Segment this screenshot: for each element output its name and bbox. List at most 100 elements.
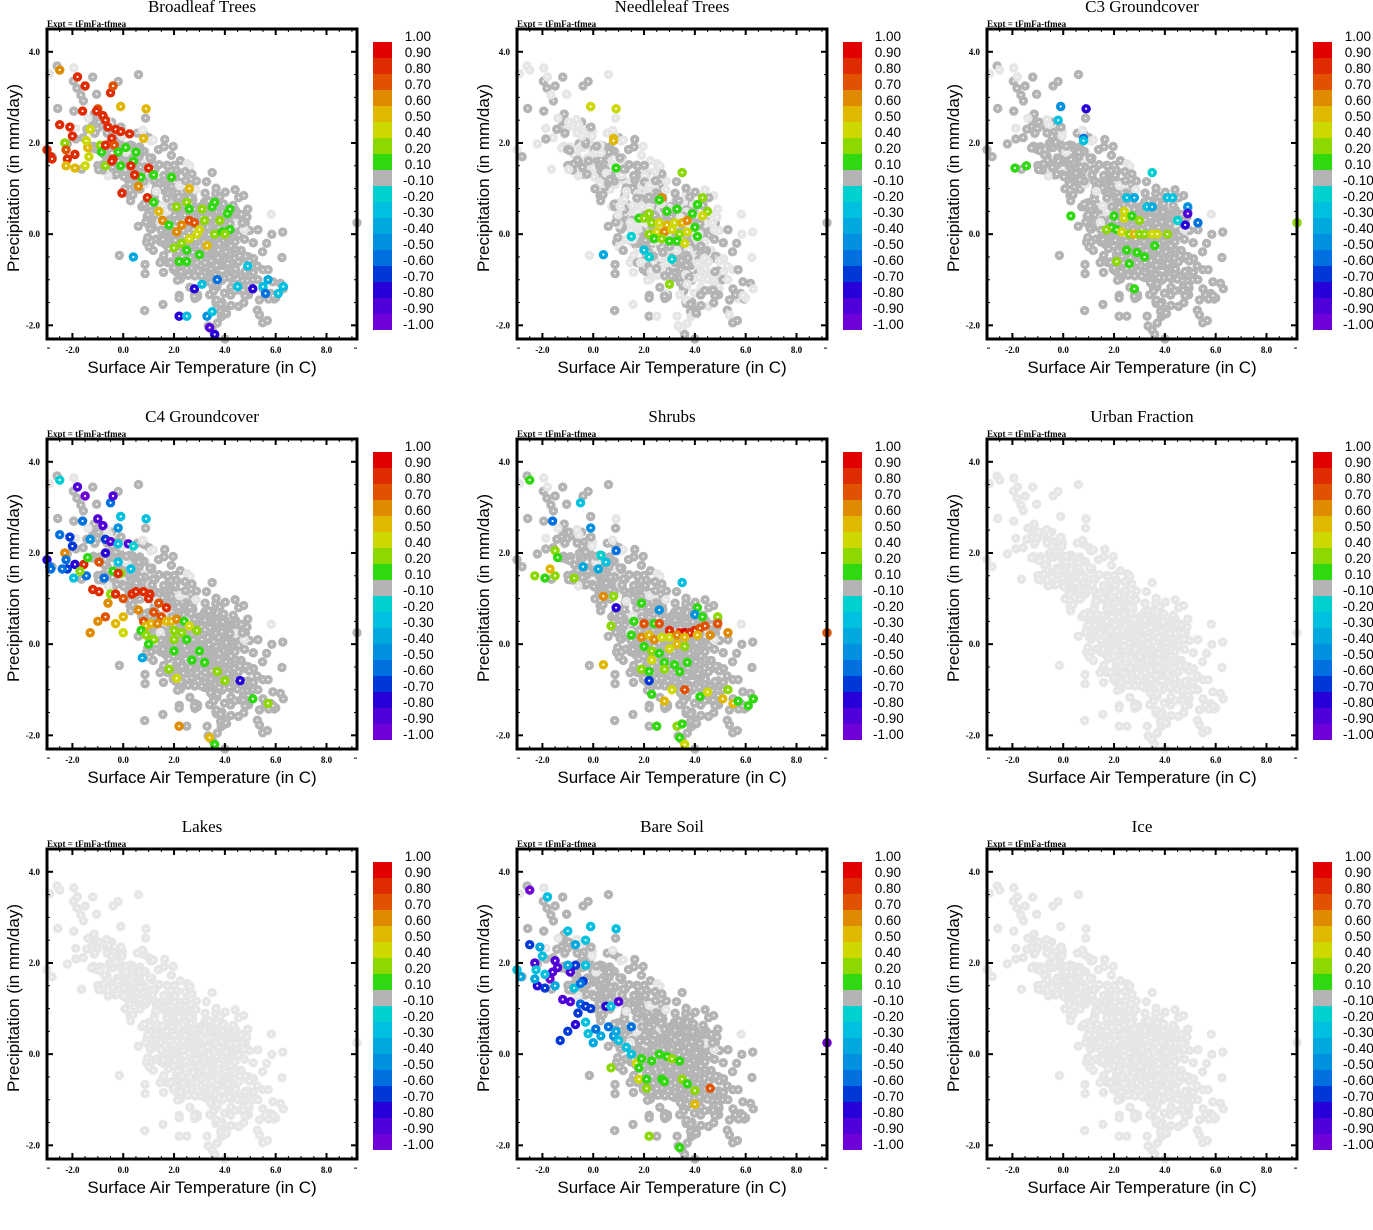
- x-tick-label: 2.0: [638, 345, 650, 355]
- base-point-center: [210, 282, 212, 284]
- base-point-center: [218, 249, 220, 251]
- base-point-center: [680, 260, 682, 262]
- base-point-center: [717, 208, 719, 210]
- data-point-center: [128, 133, 130, 135]
- data-point-center: [81, 110, 83, 112]
- base-point-center: [727, 229, 729, 231]
- base-point-center: [143, 203, 145, 205]
- base-point-center: [640, 154, 642, 156]
- data-point-center: [216, 279, 218, 281]
- base-point-center: [551, 168, 553, 170]
- colorbar-label: 0.80: [403, 61, 431, 77]
- x-tick-label: 8.0: [321, 345, 333, 355]
- data-point-center: [193, 288, 195, 290]
- point-layer: [982, 61, 1301, 343]
- colorbar-bin: [373, 106, 392, 122]
- base-point-center: [189, 165, 191, 167]
- base-point-center: [592, 167, 594, 169]
- base-point-center: [244, 271, 246, 273]
- base-point-center: [705, 268, 707, 270]
- base-point-center: [149, 157, 151, 159]
- base-point-center: [219, 196, 221, 198]
- base-point-center: [208, 200, 210, 202]
- data-point-center: [146, 197, 148, 199]
- data-point-center: [681, 172, 683, 174]
- data-point-center: [615, 167, 617, 169]
- data-point-center: [602, 254, 604, 256]
- colorbar-label: -0.40: [873, 221, 901, 237]
- base-point-center: [215, 187, 217, 189]
- x-tick-label: 8.0: [791, 345, 803, 355]
- data-point-center: [181, 242, 183, 244]
- base-point-center: [173, 267, 175, 269]
- data-point-center: [252, 288, 254, 290]
- base-point-center: [591, 135, 593, 137]
- base-point-center: [697, 263, 699, 265]
- colorbar-label: -1.00: [403, 317, 431, 333]
- base-point-center: [600, 200, 602, 202]
- data-point-center: [84, 85, 86, 87]
- x-axis-label: Surface Air Temperature (in C): [517, 358, 827, 378]
- base-point-center: [160, 229, 162, 231]
- base-point-center: [599, 183, 601, 185]
- data-point-center: [101, 151, 103, 153]
- colorbar-label: 0.70: [403, 77, 431, 93]
- base-point-center: [272, 295, 274, 297]
- data-point-center: [74, 167, 76, 169]
- base-point-center: [170, 262, 172, 264]
- colorbar-bin: [843, 298, 862, 314]
- base-point-center: [240, 214, 242, 216]
- base-point-center: [243, 302, 245, 304]
- data-point-center: [120, 130, 122, 132]
- colorbar-bin: [373, 314, 392, 330]
- base-point-center: [659, 165, 661, 167]
- base-point-center: [211, 172, 213, 174]
- data-point-center: [175, 231, 177, 233]
- base-point-center: [666, 262, 668, 264]
- colorbar: [843, 42, 862, 330]
- base-point-center: [145, 221, 147, 223]
- base-point-center: [281, 257, 283, 259]
- base-point-center: [1199, 299, 1201, 301]
- base-point-center: [1084, 273, 1086, 275]
- base-point-center: [106, 132, 108, 134]
- base-point-center: [209, 294, 211, 296]
- base-point-center: [644, 181, 646, 183]
- base-point-center: [630, 229, 632, 231]
- base-point-center: [647, 279, 649, 281]
- data-point-center: [196, 233, 198, 235]
- colorbar-label: -0.70: [403, 269, 431, 285]
- colorbar-bin: [373, 218, 392, 234]
- base-point-center: [167, 165, 169, 167]
- colorbar-label: -0.40: [403, 221, 431, 237]
- base-point-center: [650, 271, 652, 273]
- data-point-center: [193, 222, 195, 224]
- data-point-center: [686, 231, 688, 233]
- x-tick-label: 4.0: [219, 345, 231, 355]
- base-point-center: [1119, 160, 1121, 162]
- data-point-center: [69, 126, 71, 128]
- base-point-center: [1015, 127, 1017, 129]
- base-point-center: [622, 250, 624, 252]
- base-point-center: [582, 85, 584, 87]
- base-point-center: [606, 132, 608, 134]
- base-point-center: [587, 81, 589, 83]
- data-point-center: [186, 260, 188, 262]
- base-point-center: [617, 214, 619, 216]
- base-point-center: [1033, 113, 1035, 115]
- base-point-center: [185, 180, 187, 182]
- base-point-center: [676, 181, 678, 183]
- base-point-center: [87, 117, 89, 119]
- y-tick-label: -2.0: [26, 320, 41, 330]
- y-tick-label: 4.0: [29, 47, 41, 57]
- base-point-center: [57, 108, 59, 110]
- data-point-center: [653, 238, 655, 240]
- base-point-center: [136, 132, 138, 134]
- base-point-center: [162, 205, 164, 207]
- base-point-center: [1070, 200, 1072, 202]
- data-point-center: [666, 210, 668, 212]
- base-point-center: [698, 276, 700, 278]
- base-point-center: [194, 275, 196, 277]
- base-point-center: [655, 180, 657, 182]
- y-axis-label: Precipitation (in mm/day): [474, 78, 494, 278]
